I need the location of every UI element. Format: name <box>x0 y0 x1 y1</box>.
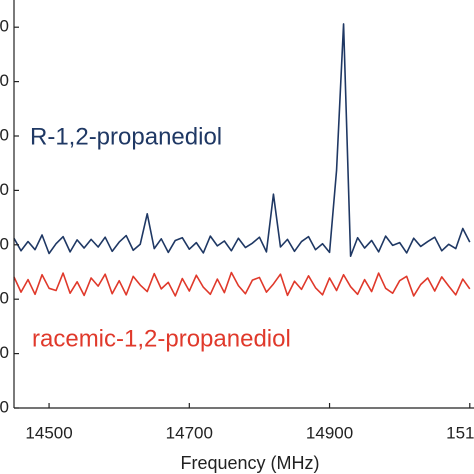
x-tick-label: 14900 <box>306 423 353 442</box>
y-tick-label: 50 <box>0 125 9 144</box>
spectrum-line <box>13 271 471 297</box>
y-tick-label: 20 <box>0 289 9 308</box>
y-tick-label: 70 <box>0 17 9 36</box>
spectrum-line <box>13 23 471 258</box>
y-tick-label: 40 <box>0 180 9 199</box>
series-label: racemic-1,2-propanediol <box>32 325 291 352</box>
y-tick-label: 10 <box>0 343 9 362</box>
y-tick-label: 60 <box>0 71 9 90</box>
y-tick-label: 0 <box>0 397 9 416</box>
series-label: R-1,2-propanediol <box>30 123 222 150</box>
x-tick-label: 15100 <box>446 423 474 442</box>
x-tick-label: 14500 <box>25 423 72 442</box>
y-tick-label: 30 <box>0 234 9 253</box>
x-axis-label: Frequency (MHz) <box>180 453 319 473</box>
x-tick-label: 14700 <box>166 423 213 442</box>
